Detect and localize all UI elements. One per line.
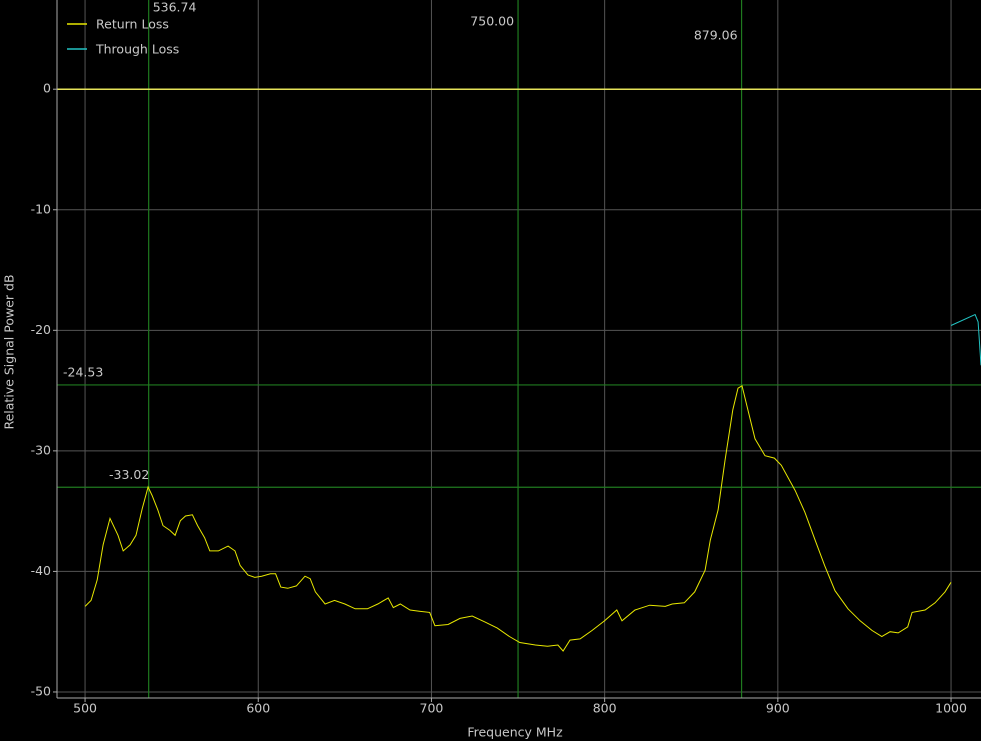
x-tick-label: 900 <box>766 701 790 716</box>
marker-label: 750.00 <box>470 14 514 29</box>
marker-label: 536.74 <box>153 0 197 15</box>
y-tick-label: -10 <box>31 201 51 216</box>
marker-label: -24.53 <box>63 364 103 379</box>
x-tick-label: 800 <box>593 701 617 716</box>
x-tick-label: 600 <box>246 701 270 716</box>
x-tick-label: 500 <box>73 701 97 716</box>
plot-area <box>57 0 981 698</box>
series-line <box>84 385 952 652</box>
x-tick-label: 700 <box>420 701 444 716</box>
y-tick-label: -20 <box>31 322 51 337</box>
x-axis-label: Frequency MHz <box>467 725 563 740</box>
legend-label: Through Loss <box>95 42 179 57</box>
legend-label: Return Loss <box>96 17 169 32</box>
marker-label: 879.06 <box>694 28 738 43</box>
y-axis-label: Relative Signal Power dB <box>2 274 17 429</box>
y-tick-label: 0 <box>43 81 51 96</box>
overlay: 500 600 700 800 900 1000 0 -10 -20 -30 -40 -50 536.7… <box>31 0 967 716</box>
x-tick-label: 1000 <box>935 701 967 716</box>
y-tick-label: -50 <box>31 683 51 698</box>
series-line <box>950 313 981 366</box>
y-tick-label: -30 <box>31 442 51 457</box>
y-tick-label: -40 <box>31 563 51 578</box>
marker-label: -33.02 <box>109 467 149 482</box>
